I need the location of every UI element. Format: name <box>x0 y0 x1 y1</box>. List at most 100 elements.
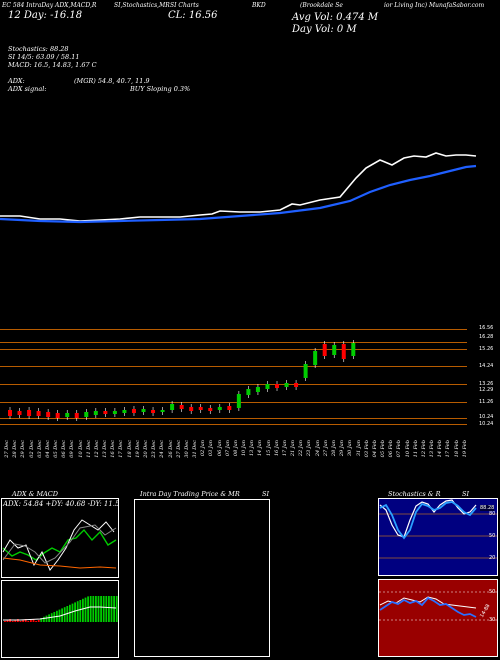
candle <box>179 405 184 409</box>
grid-line <box>0 402 467 403</box>
macd-bar <box>22 620 24 622</box>
rsi-panel <box>378 579 498 657</box>
close-price: CL: 16.56 <box>168 10 218 21</box>
ma-chart <box>0 152 477 224</box>
macd-bar <box>79 600 82 622</box>
adx-stats: ADX: 54.84 +DY: 40.68 -DY: 11.5 <box>3 500 120 508</box>
grid-line <box>0 384 467 385</box>
macd-bar <box>89 596 92 622</box>
candle <box>36 411 41 416</box>
candle <box>122 410 127 413</box>
grid-line <box>0 349 467 350</box>
macd-bar <box>4 621 6 622</box>
macd-bar <box>27 621 30 622</box>
ma-blue-line <box>0 164 477 224</box>
day-volume: Day Vol: 0 M <box>292 24 357 35</box>
candle <box>46 412 51 417</box>
adx-signal-label: ADX signal: <box>8 85 47 93</box>
candle <box>93 411 98 415</box>
candle <box>246 389 251 395</box>
macd-bar <box>35 621 37 622</box>
macd-bar <box>24 619 27 622</box>
macd-bar <box>95 596 97 622</box>
macd-bar <box>74 602 76 622</box>
price-label: 15.26 <box>479 346 494 352</box>
candle <box>275 384 280 388</box>
candle <box>170 404 175 410</box>
candle <box>112 411 117 414</box>
macd-panel <box>1 580 119 658</box>
candle <box>151 410 156 413</box>
macd-bar <box>19 621 22 622</box>
price-label: 16.28 <box>479 334 494 340</box>
macd-bar <box>6 620 9 622</box>
macd-bar <box>45 615 48 622</box>
macd-bar <box>40 618 43 622</box>
candle <box>17 411 22 415</box>
macd-bar <box>30 620 32 622</box>
candle <box>227 406 232 410</box>
macd-bar <box>82 598 84 622</box>
candle <box>332 345 337 355</box>
candle <box>189 407 194 411</box>
grid-line <box>0 418 467 419</box>
stochastics-panel <box>378 498 498 576</box>
candle <box>294 383 299 387</box>
macd-bar <box>48 614 50 622</box>
si-value: SI 14/5: 63.09 / 58.11 <box>8 53 80 61</box>
macd-bar <box>32 619 35 622</box>
macd-bar <box>110 596 113 622</box>
adx-label: ADX: <box>8 77 25 85</box>
stochastics-si-label: SI <box>462 490 470 498</box>
candle <box>313 351 318 365</box>
macd-bar <box>113 596 115 622</box>
macd-bar <box>84 597 87 622</box>
header-right-text1: SI Charts <box>170 2 199 9</box>
rsi-level-30: 30 <box>489 617 496 623</box>
macd-value: MACD: 16.5, 14.83, 1.67 C <box>8 61 97 69</box>
candle <box>27 410 32 416</box>
candle <box>198 407 203 410</box>
price-label: 14.24 <box>479 363 494 369</box>
candle <box>131 409 136 413</box>
price-white-line <box>0 152 477 222</box>
macd-bar <box>37 620 40 622</box>
grid-line <box>0 424 467 425</box>
candle <box>8 410 12 416</box>
candle <box>351 343 356 356</box>
header-right-text2: (Brookdale Se <box>300 2 343 9</box>
rsi-level-50: 50 <box>489 589 496 595</box>
intraday-panel <box>134 499 270 657</box>
macd-bar <box>69 604 71 622</box>
grid-line <box>0 329 467 330</box>
grid-line <box>0 366 467 367</box>
candle <box>84 412 89 417</box>
candle <box>322 344 327 356</box>
header-left-text: EC 584 IntraDay ADX,MACD,R <box>2 2 97 9</box>
macd-bar <box>76 601 79 622</box>
candle <box>303 364 308 378</box>
macd-bar <box>97 596 100 622</box>
adx-values: (MGR) 54.8, 40.7, 11.9 <box>74 77 150 85</box>
buy-signal: BUY Sloping 0.3% <box>130 85 191 93</box>
macd-bar <box>71 603 74 622</box>
macd-bar <box>100 596 102 622</box>
ticker: BKD <box>252 2 266 9</box>
candle <box>236 394 241 408</box>
macd-bar <box>102 596 105 622</box>
macd-bar <box>43 616 45 622</box>
candlestick-chart <box>8 340 356 421</box>
day-change: 12 Day: -16.18 <box>8 10 83 21</box>
candle <box>65 413 70 417</box>
candle <box>74 413 79 418</box>
candle <box>255 387 260 392</box>
stoch-level-80: 80 <box>489 511 496 517</box>
macd-bar <box>92 596 95 622</box>
price-label: 16.56 <box>479 325 494 331</box>
price-label: 10.24 <box>479 414 494 420</box>
header-right-text3: ior Living Inc) MunafaSabor.com <box>384 2 485 9</box>
macd-bar <box>115 596 118 622</box>
stoch-value-label: 88.28 <box>480 505 495 511</box>
